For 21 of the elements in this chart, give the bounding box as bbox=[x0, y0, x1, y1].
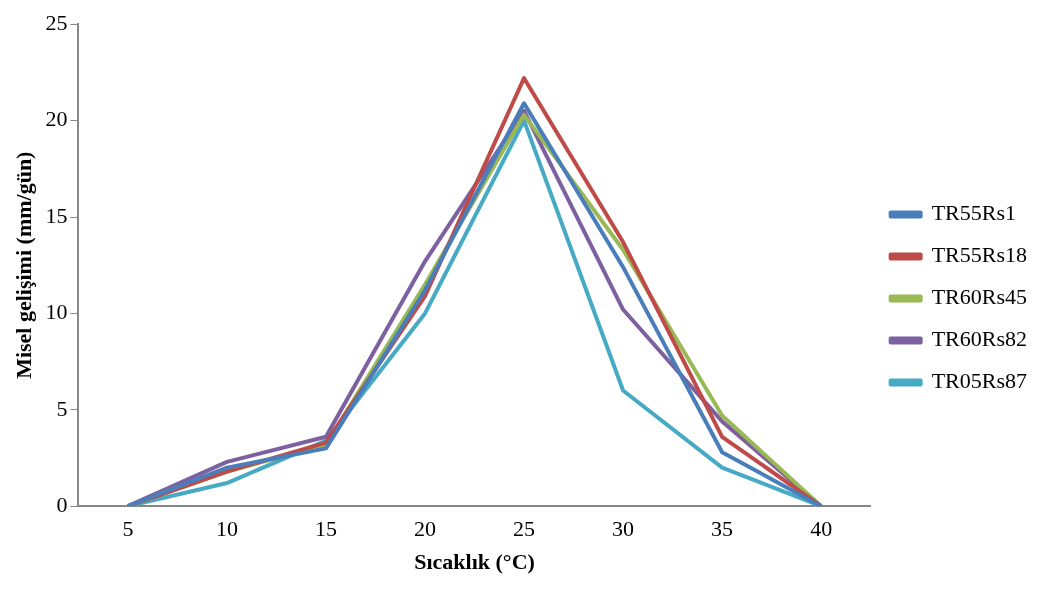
legend-label: TR55Rs1 bbox=[931, 200, 1017, 226]
x-axis-title: Sıcaklık (°C) bbox=[414, 549, 535, 575]
y-tick-label: 15 bbox=[45, 202, 68, 228]
x-tick-label: 25 bbox=[513, 516, 536, 542]
x-tick-label: 30 bbox=[612, 516, 635, 542]
legend-label: TR60Rs82 bbox=[931, 326, 1028, 352]
x-tick-label: 40 bbox=[810, 516, 833, 542]
y-axis-title: Misel gelişimi (mm/gün) bbox=[10, 151, 36, 379]
x-tick-label: 20 bbox=[414, 516, 437, 542]
legend-label: TR05Rs87 bbox=[931, 368, 1028, 394]
y-tick-label: 5 bbox=[56, 395, 68, 421]
x-tick-label: 15 bbox=[314, 516, 337, 542]
x-tick-label: 35 bbox=[711, 516, 734, 542]
x-tick-label: 10 bbox=[215, 516, 238, 542]
y-tick-label: 0 bbox=[56, 491, 68, 517]
y-tick-label: 25 bbox=[45, 9, 68, 35]
y-tick-label: 20 bbox=[45, 106, 68, 132]
legend-label: TR55Rs18 bbox=[931, 242, 1028, 268]
x-tick-label: 5 bbox=[122, 516, 134, 542]
y-tick-label: 10 bbox=[45, 299, 68, 325]
legend-label: TR60Rs45 bbox=[931, 284, 1028, 310]
